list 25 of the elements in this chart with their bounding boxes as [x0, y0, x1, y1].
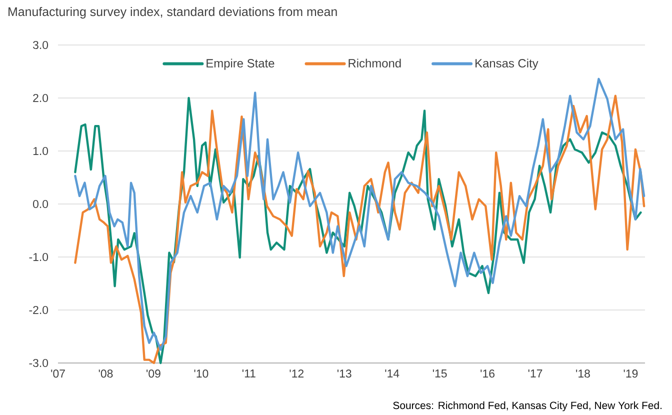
x-tick-label: '12 [290, 370, 304, 378]
x-tick-label: '16 [480, 370, 494, 378]
x-tick-label: '09 [146, 370, 160, 378]
x-tick-label: '17 [528, 370, 542, 378]
x-tick-label: '10 [194, 370, 208, 378]
y-tick-label: -2.0 [29, 306, 48, 314]
x-tick-label: '11 [242, 370, 256, 378]
x-tick-label: '14 [385, 370, 400, 378]
y-tick-label: -3.0 [29, 358, 48, 368]
y-tick-label: 2.0 [33, 94, 48, 102]
legend-label: Kansas City [476, 58, 538, 70]
y-tick-label: 1.0 [33, 146, 48, 156]
x-tick-label: '07 [51, 370, 65, 378]
x-tick-label: '19 [624, 370, 638, 378]
y-tick-label: 3.0 [32, 40, 48, 50]
y-tick-label: -1.0 [29, 252, 48, 262]
legend-label: Richmond [348, 58, 401, 68]
y-tick-label: 0.0 [33, 200, 48, 208]
x-tick-label: '08 [98, 370, 113, 378]
x-tick-label: '15 [432, 370, 447, 378]
legend-label: Empire State [206, 58, 274, 70]
chart-title: Manufacturing survey index, standard deviations from mean [8, 6, 337, 19]
x-tick-label: '18 [576, 370, 590, 378]
source-note: Sources: Richmond Fed, Kansas City Fed, New York Fed. [393, 401, 662, 412]
x-tick-label: '13 [337, 370, 352, 378]
